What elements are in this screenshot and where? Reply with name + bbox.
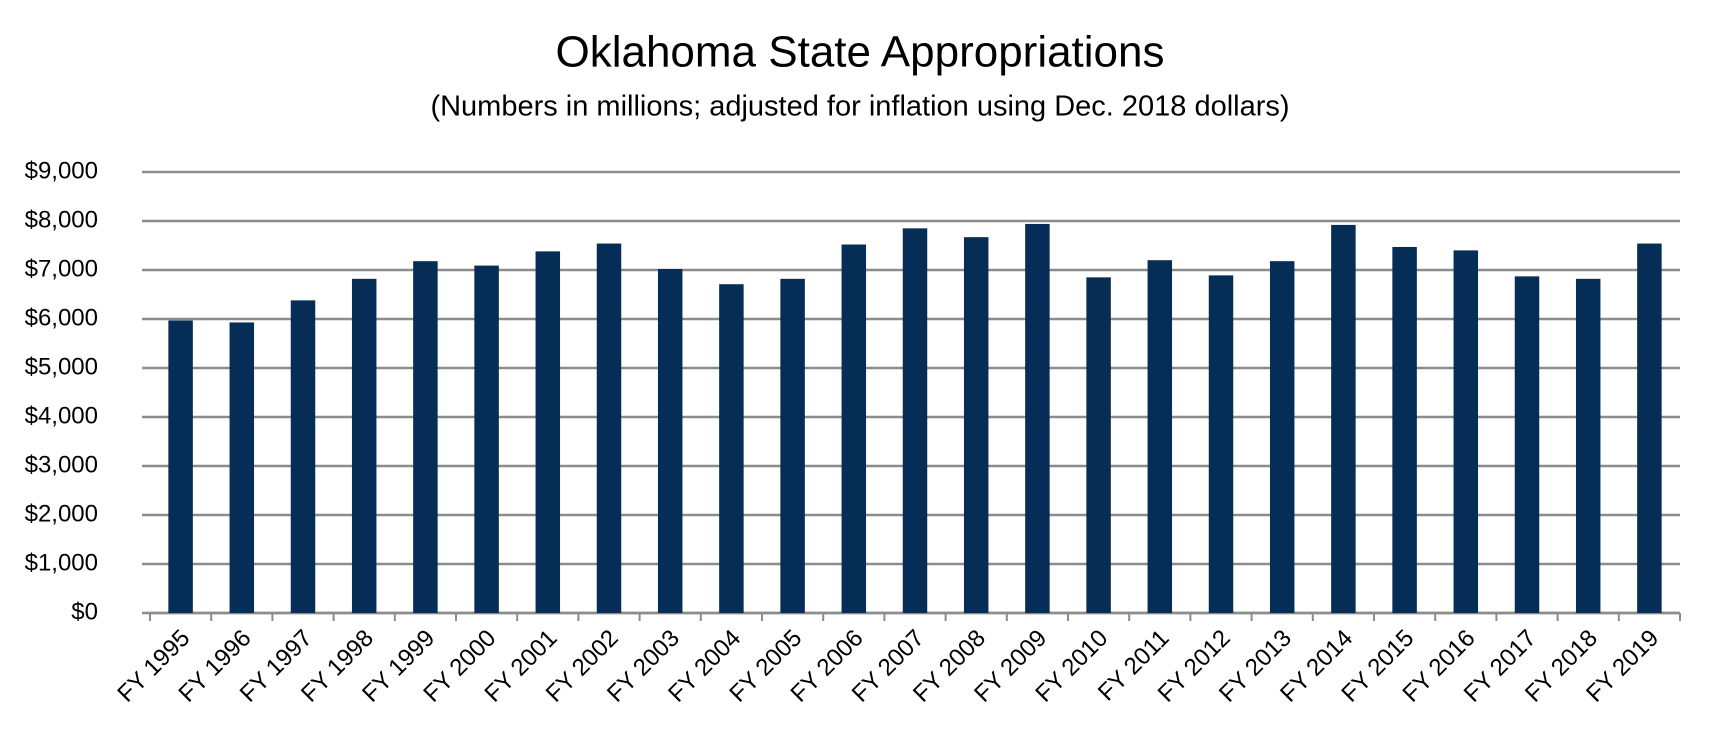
y-tick-label: $0 (71, 598, 98, 625)
y-tick-label: $9,000 (25, 157, 98, 184)
y-tick-label: $7,000 (25, 255, 98, 282)
bar (1575, 278, 1601, 613)
bar (657, 269, 683, 613)
bar (535, 251, 561, 613)
y-tick-label: $5,000 (25, 353, 98, 380)
bar (413, 261, 438, 613)
bar (1269, 261, 1295, 613)
bar (1392, 246, 1417, 613)
y-tick-label: $4,000 (25, 402, 98, 429)
bar (1147, 260, 1173, 613)
bar (1025, 223, 1050, 613)
bar (780, 278, 805, 613)
bar (290, 300, 316, 613)
bar (1514, 276, 1540, 613)
bar (1208, 275, 1234, 613)
chart-title: Oklahoma State Appropriations (555, 28, 1164, 77)
bar (902, 228, 928, 613)
bar (1331, 224, 1356, 614)
chart-subtitle: (Numbers in millions; adjusted for infla… (430, 91, 1289, 123)
bar (1637, 243, 1662, 614)
bar (351, 278, 377, 613)
y-tick-label: $8,000 (25, 206, 98, 233)
bar (168, 320, 193, 613)
bar (1453, 250, 1479, 613)
bar (474, 265, 499, 613)
bar (596, 243, 622, 614)
bar (229, 322, 255, 613)
bar (1086, 277, 1111, 613)
y-tick-label: $1,000 (25, 549, 98, 576)
bar (963, 237, 989, 614)
y-tick-label: $2,000 (25, 500, 98, 527)
y-tick-label: $3,000 (25, 451, 98, 478)
bar (841, 244, 867, 613)
y-tick-label: $6,000 (25, 304, 98, 331)
bar (719, 284, 744, 613)
